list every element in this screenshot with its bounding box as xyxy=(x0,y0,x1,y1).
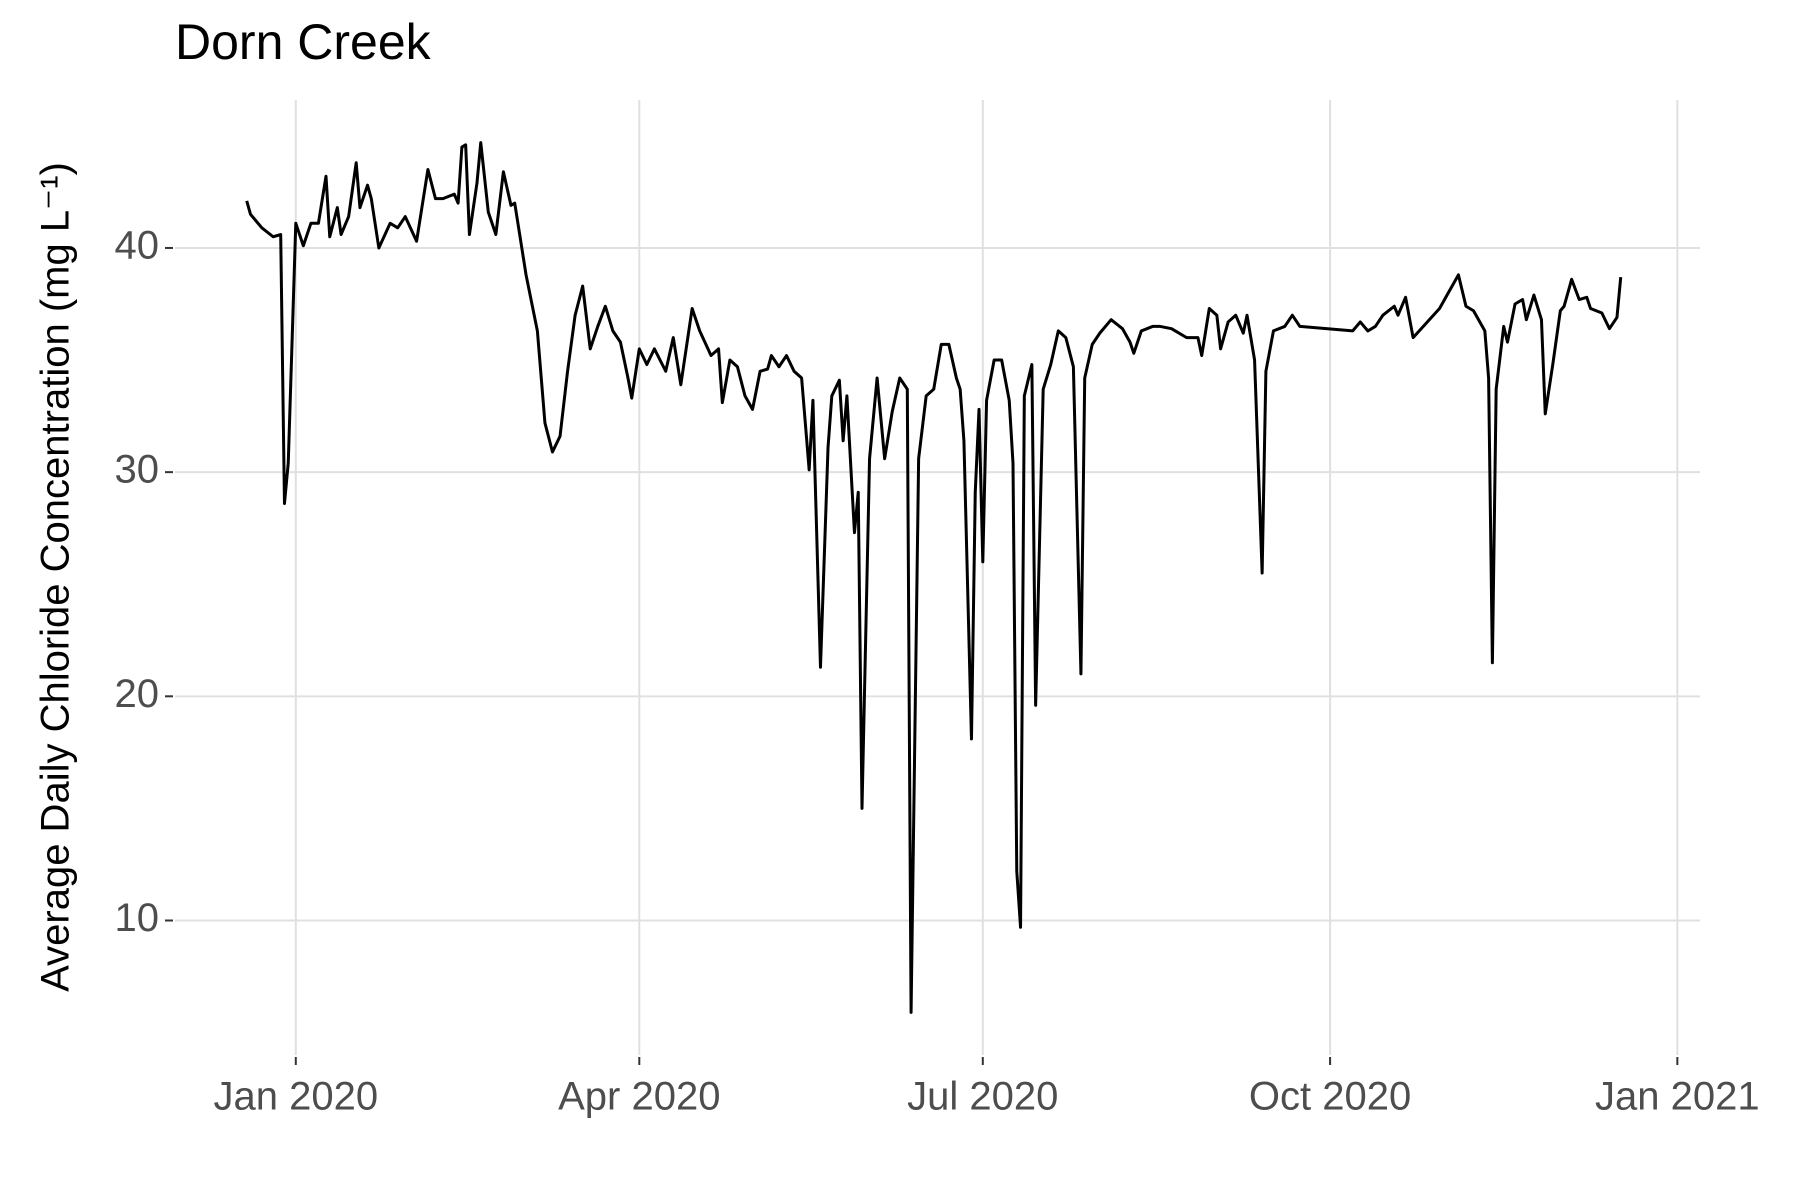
x-tick-label: Oct 2020 xyxy=(1249,1075,1411,1119)
x-tick-label: Apr 2020 xyxy=(558,1075,720,1119)
x-tick-label: Jan 2021 xyxy=(1595,1075,1760,1119)
y-tick-label: 10 xyxy=(115,896,160,940)
y-axis-label: Average Daily Chloride Concentration (mg… xyxy=(34,162,78,992)
chart-title: Dorn Creek xyxy=(175,14,432,70)
y-tick-label: 20 xyxy=(115,672,160,716)
y-tick-label: 30 xyxy=(115,448,160,492)
x-tick-label: Jan 2020 xyxy=(213,1075,378,1119)
x-tick-label: Jul 2020 xyxy=(907,1075,1058,1119)
y-tick-label: 40 xyxy=(115,224,160,268)
data-line xyxy=(245,141,1623,1014)
